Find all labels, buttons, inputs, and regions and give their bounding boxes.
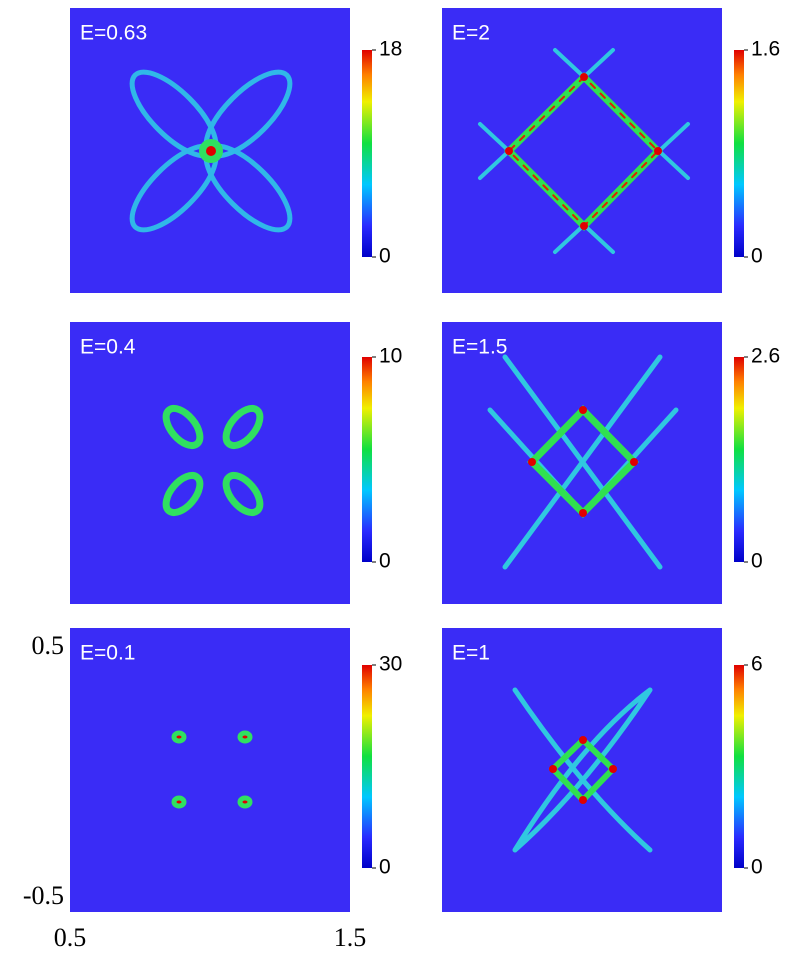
- colorbar-tick-label: 18: [379, 38, 402, 61]
- heatmap: [70, 628, 350, 912]
- heatmap: [70, 322, 350, 604]
- colorbar: [734, 665, 744, 868]
- x-tick-label: 1.5: [334, 923, 367, 952]
- panel-title: E=1: [452, 642, 490, 665]
- y-tick-label: 0.5: [32, 631, 65, 660]
- colorbar-tick-label: 0: [379, 856, 391, 879]
- colorbar-tick-label: 2.6: [751, 345, 780, 368]
- x-tick-label: 0.5: [54, 923, 87, 952]
- colorbar-tick-label: 0: [379, 550, 391, 573]
- panel-title: E=0.4: [80, 336, 136, 359]
- colorbar: [734, 357, 744, 562]
- panel-title: E=1.5: [452, 336, 507, 359]
- colorbar-tick-label: 30: [379, 653, 402, 676]
- panels: [70, 8, 722, 912]
- colorbar-tick-label: 0: [751, 550, 763, 573]
- colorbar: [362, 50, 372, 257]
- patterns: [129, 48, 690, 853]
- panel-title: E=0.1: [80, 642, 135, 665]
- colorbar: [362, 665, 372, 868]
- heatmap: [442, 628, 722, 912]
- colorbar-tick-label: 10: [379, 345, 402, 368]
- colorbar-tick-label: 0: [379, 245, 391, 268]
- colorbar-tick-label: 0: [751, 245, 763, 268]
- panel-title: E=0.63: [80, 22, 147, 45]
- panel-title: E=2: [452, 22, 490, 45]
- colorbar: [734, 50, 744, 257]
- colorbar-tick-label: 6: [751, 653, 763, 676]
- y-tick-label: -0.5: [23, 881, 64, 910]
- colorbar: [362, 357, 372, 562]
- heatmap: [442, 8, 722, 293]
- colorbar-tick-label: 1.6: [751, 38, 780, 61]
- colorbar-tick-label: 0: [751, 856, 763, 879]
